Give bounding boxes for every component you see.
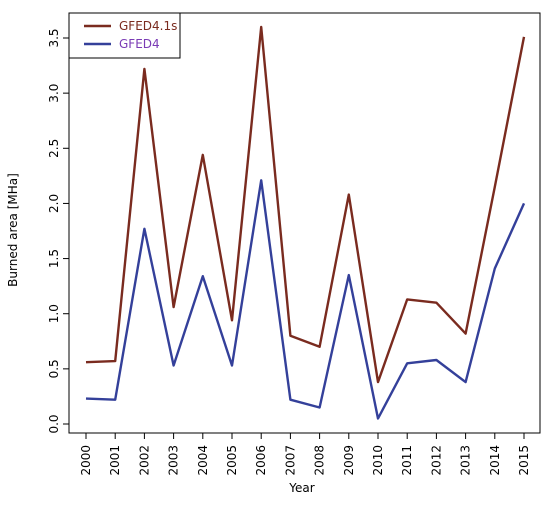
legend-label-2: GFED4 xyxy=(119,37,160,51)
x-tick-label: 2005 xyxy=(225,445,239,476)
y-tick-label: 1.0 xyxy=(47,304,61,323)
y-tick-label: 0.0 xyxy=(47,414,61,433)
x-tick-label: 2014 xyxy=(488,445,502,476)
x-tick-label: 2006 xyxy=(254,445,268,476)
y-tick-label: 2.5 xyxy=(47,139,61,158)
x-axis-title: Year xyxy=(288,481,314,495)
series-line-2 xyxy=(85,179,526,420)
y-axis-title: Burned area [MHa] xyxy=(6,173,20,287)
y-tick-label: 3.5 xyxy=(47,28,61,47)
x-tick-label: 2007 xyxy=(283,445,297,476)
series-line-1 xyxy=(85,25,526,384)
y-tick-label: 3.0 xyxy=(47,84,61,103)
y-tick-label: 2.0 xyxy=(47,194,61,213)
x-tick-label: 2013 xyxy=(459,445,473,476)
x-tick-label: 2000 xyxy=(79,445,93,476)
x-tick-label: 2010 xyxy=(371,445,385,476)
x-tick-label: 2004 xyxy=(196,445,210,476)
x-tick-label: 2011 xyxy=(400,445,414,476)
x-tick-label: 2012 xyxy=(429,445,443,476)
x-tick-label: 2001 xyxy=(108,445,122,476)
x-tick-label: 2002 xyxy=(137,445,151,476)
y-tick-label: 1.5 xyxy=(47,249,61,268)
x-tick-label: 2015 xyxy=(517,445,531,476)
plot-frame xyxy=(68,12,541,434)
x-tick-label: 2008 xyxy=(313,445,327,476)
x-tick-label: 2009 xyxy=(342,445,356,476)
y-tick-label: 0.5 xyxy=(47,359,61,378)
x-tick-label: 2003 xyxy=(167,445,181,476)
legend-box xyxy=(68,12,181,59)
legend-label-1: GFED4.1s xyxy=(119,19,177,33)
